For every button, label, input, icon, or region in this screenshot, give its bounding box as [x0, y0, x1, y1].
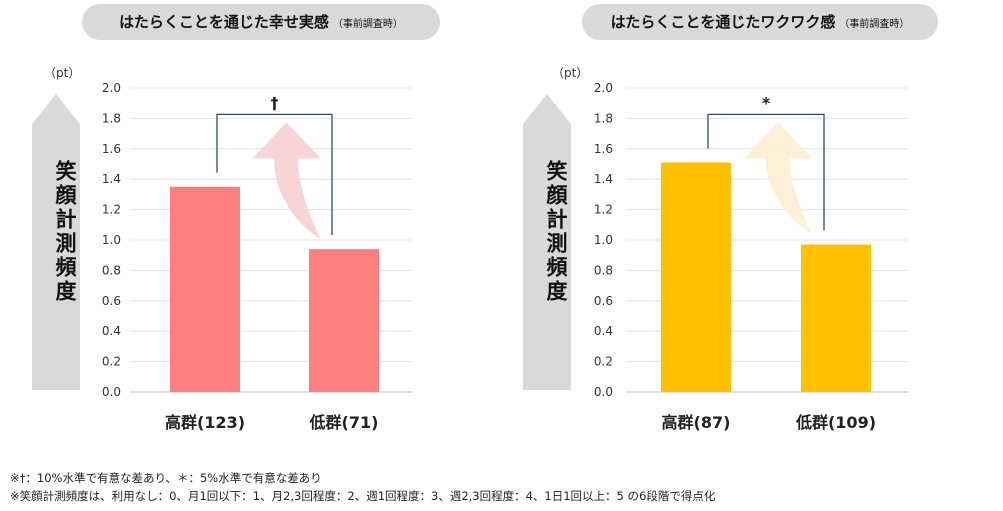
y-tick-label: 0.6 — [102, 294, 121, 308]
y-tick-label: 0.2 — [594, 355, 613, 369]
y-axis-label: 笑顔計測頻度 — [53, 160, 77, 304]
y-tick-label: 2.0 — [594, 81, 613, 95]
footnote-significance: ※†：10%水準で有意な差あり、＊：5%水準で有意な差あり — [10, 471, 322, 485]
chart-title-pill: はたらくことを通じたワクワク感 （事前調査時） — [582, 4, 938, 40]
increase-arrow-icon — [252, 122, 321, 240]
bar-chart-plot: 0.0 0.2 0.4 0.6 0.8 1.0 1.2 1.4 1.6 1.8 2.0 * 高群(87)… — [594, 81, 908, 432]
y-tick-label: 1.0 — [594, 233, 613, 247]
chart-subtitle: （事前調査時） — [332, 19, 403, 30]
chart-panel-excitement: はたらくことを通じたワクワク感 （事前調査時） （pt） 笑顔計測頻度 0.0 0.… — [500, 0, 990, 450]
y-axis-label: 笑顔計測頻度 — [544, 160, 568, 304]
y-tick-label: 0.8 — [102, 263, 121, 277]
significance-bracket — [216, 113, 333, 236]
chart-subtitle: （事前調査時） — [839, 19, 910, 30]
y-tick-label: 0.0 — [594, 385, 613, 399]
x-category-label: 低群(71) — [309, 413, 379, 432]
y-tick-label: 2.0 — [102, 81, 121, 95]
y-tick-label: 1.4 — [594, 172, 613, 186]
x-category-label: 高群(123) — [165, 413, 245, 432]
y-tick-label: 0.4 — [594, 324, 613, 338]
y-tick-label: 1.2 — [102, 203, 121, 217]
y-tick-label: 0.4 — [102, 324, 121, 338]
y-tick-label: 1.0 — [102, 233, 121, 247]
unit-label: （pt） — [44, 66, 81, 80]
significance-marker: † — [271, 93, 279, 112]
y-tick-label: 0.2 — [102, 355, 121, 369]
y-tick-label: 1.4 — [102, 172, 121, 186]
bar — [170, 186, 240, 392]
y-tick-label: 1.2 — [594, 203, 613, 217]
significance-marker: * — [762, 93, 771, 112]
footnote-scoring: ※笑顔計測頻度は、利用なし：0、月1回以下：1、月2,3回程度：2、週1回程度：… — [10, 489, 716, 503]
x-category-label: 低群(109) — [795, 413, 876, 432]
chart-panel-happiness: はたらくことを通じた幸せ実感 （事前調査時） （pt） 笑顔計測頻度 0.0 0.2… — [0, 0, 490, 450]
y-tick-label: 1.8 — [594, 111, 613, 125]
y-tick-label: 1.6 — [594, 142, 613, 156]
chart-title-pill: はたらくことを通じた幸せ実感 （事前調査時） — [82, 4, 440, 40]
chart-title: はたらくことを通じたワクワク感 — [610, 13, 836, 31]
bar — [309, 249, 379, 392]
x-category-label: 高群(87) — [662, 413, 731, 432]
y-tick-label: 0.8 — [594, 263, 613, 277]
bar — [661, 162, 731, 392]
y-tick-label: 0.0 — [102, 385, 121, 399]
up-arrow-icon — [523, 94, 571, 390]
bar — [801, 244, 871, 392]
unit-label: （pt） — [552, 66, 589, 80]
y-tick-label: 1.6 — [102, 142, 121, 156]
chart-title: はたらくことを通じた幸せ実感 — [119, 13, 329, 31]
y-tick-label: 1.8 — [102, 111, 121, 125]
y-tick-label: 0.6 — [594, 294, 613, 308]
increase-arrow-icon — [744, 122, 812, 235]
significance-bracket — [707, 113, 825, 231]
bar-chart-plot: 0.0 0.2 0.4 0.6 0.8 1.0 1.2 1.4 1.6 1.8 2.0 † 高群(123… — [102, 81, 412, 432]
up-arrow-icon — [32, 94, 80, 390]
